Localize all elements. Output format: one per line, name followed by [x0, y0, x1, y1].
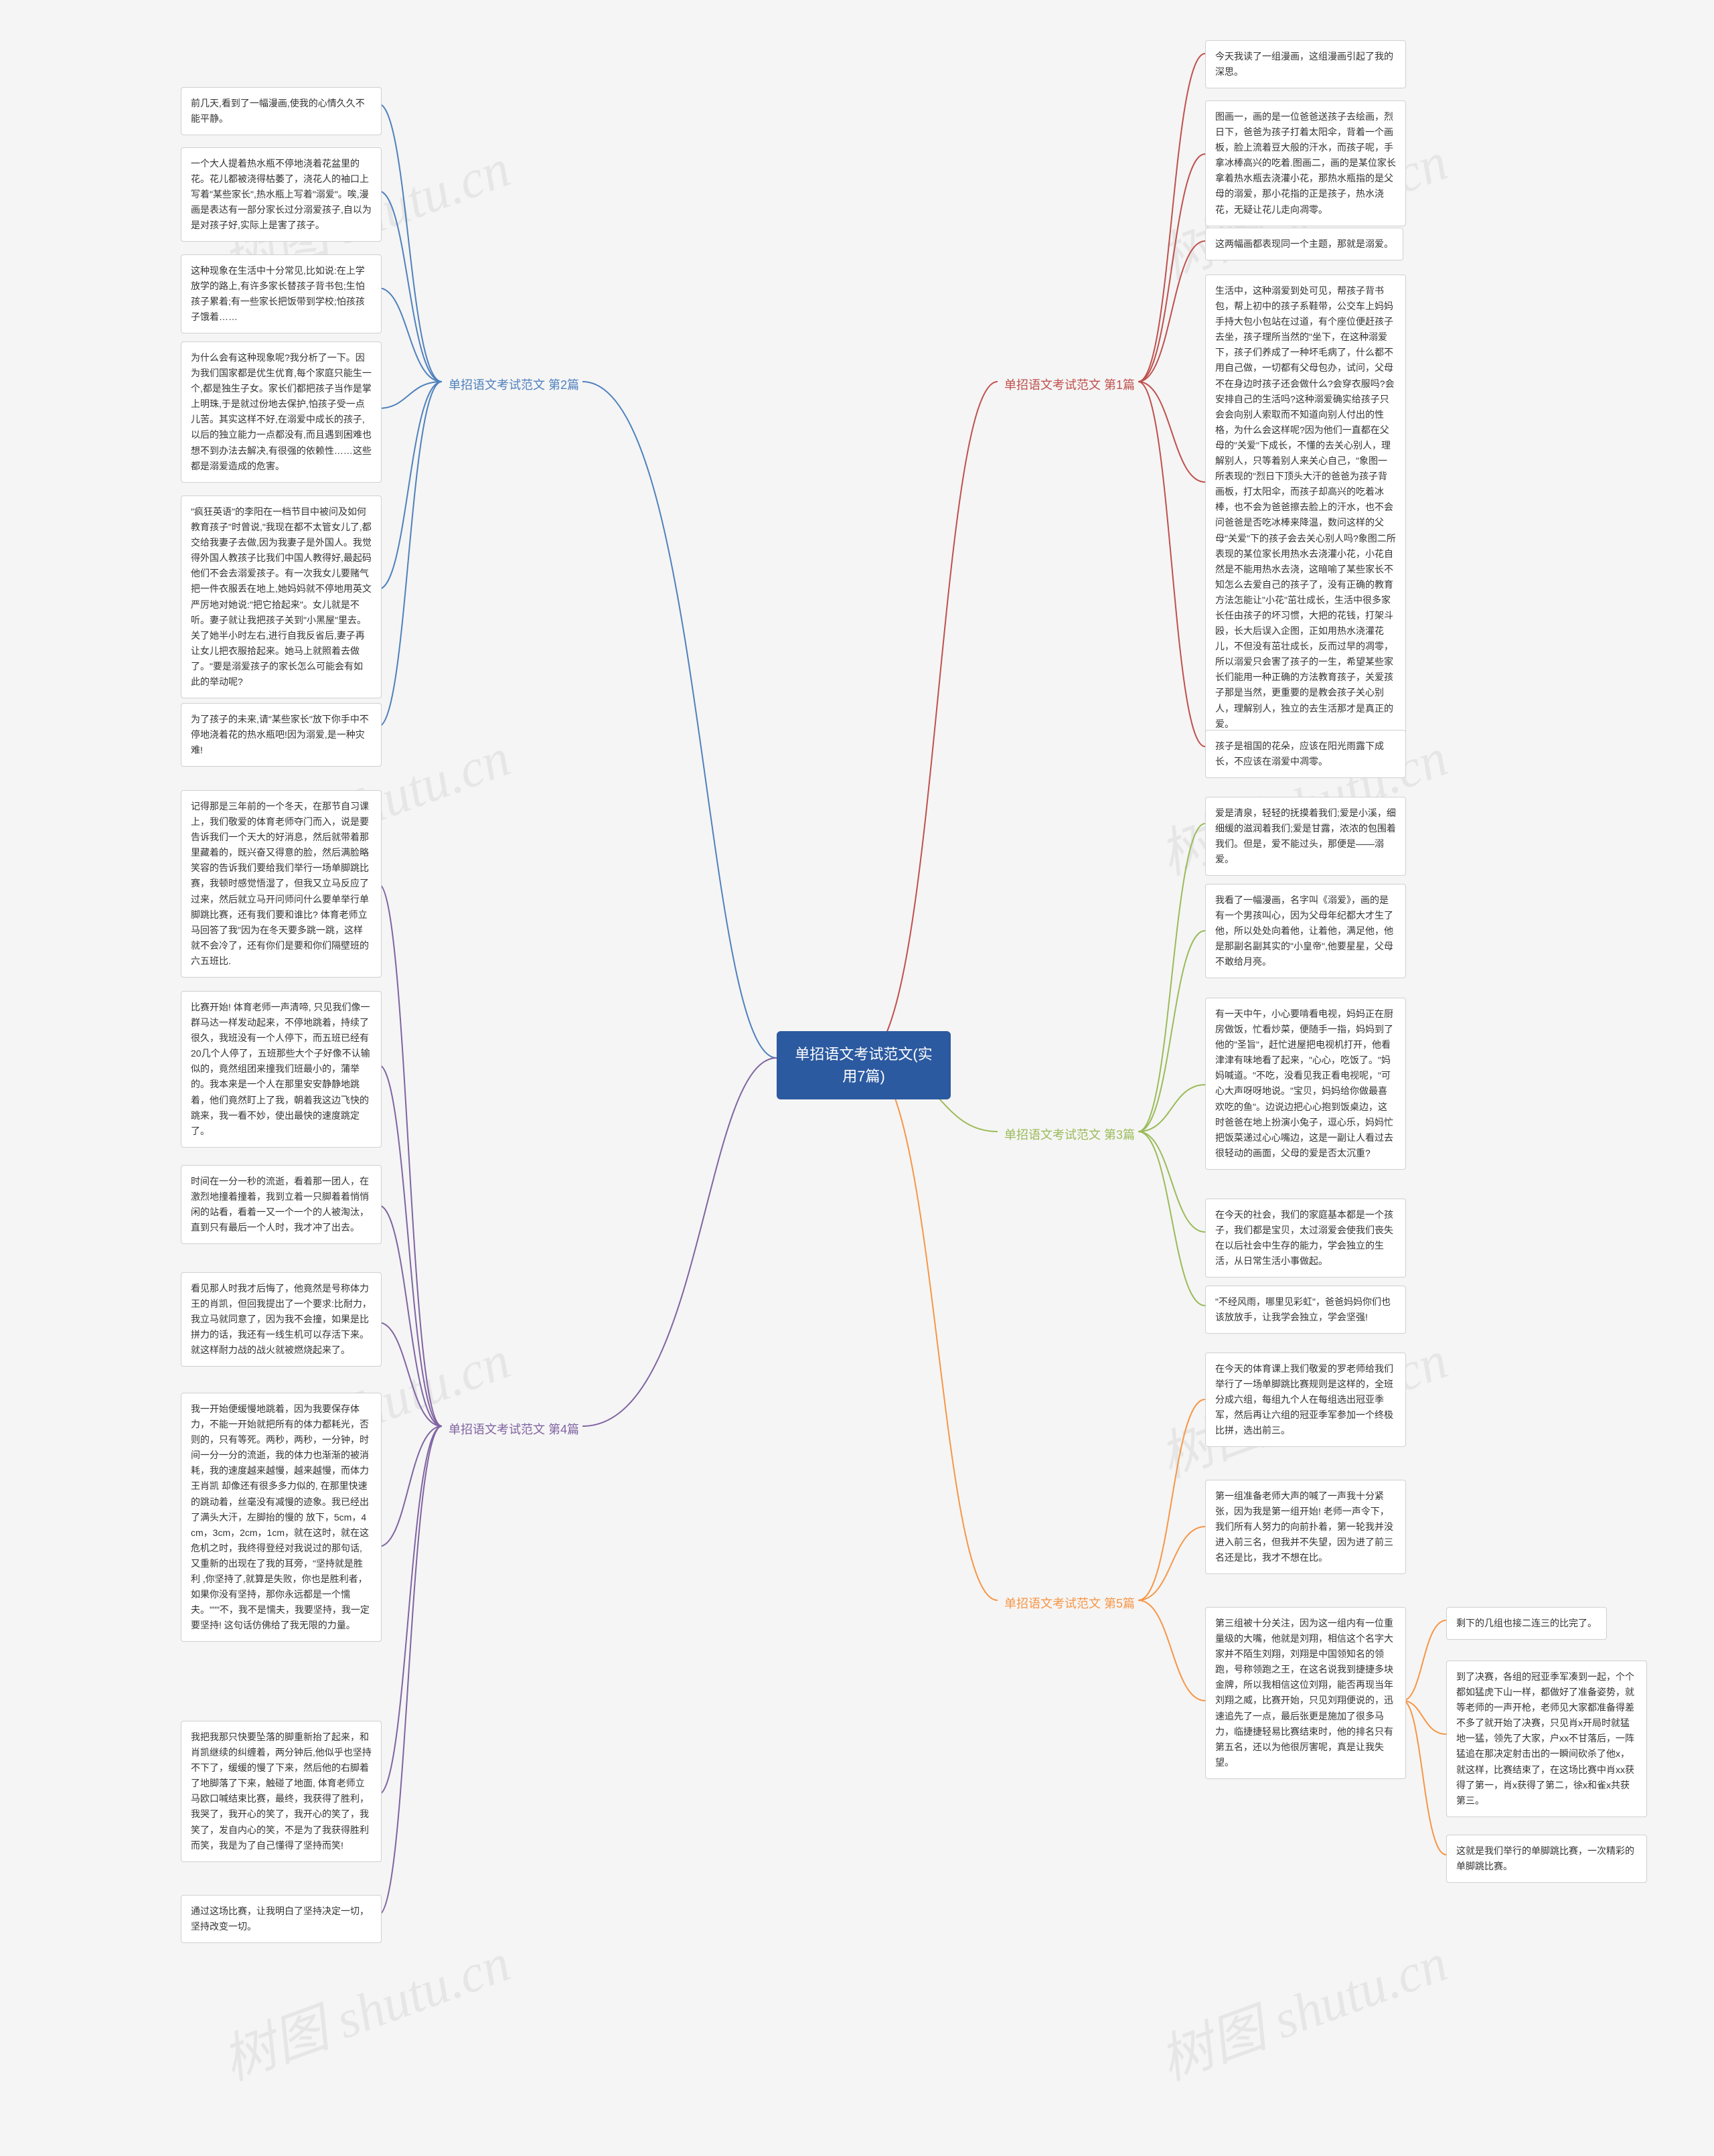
card-s3-0: 爱是清泉，轻轻的抚摸着我们;爱是小溪，细细缓的滋润着我们;爱是甘露，浓浓的包围着…: [1205, 797, 1406, 876]
card-s5-4: 到了决赛，各组的冠亚季军凑到一起，个个都如猛虎下山一样，都做好了准备姿势，就等老…: [1446, 1661, 1647, 1817]
watermark: 树图 shutu.cn: [1148, 1920, 1456, 2096]
card-s4-0: 记得那是三年前的一个冬天，在那节自习课上，我们敬爱的体育老师夺门而入，说是要告诉…: [181, 790, 382, 978]
card-s3-3: 在今天的社会，我们的家庭基本都是一个孩子，我们都是宝贝，太过溺爱会使我们丧失在以…: [1205, 1199, 1406, 1278]
card-s5-2: 第三组被十分关注，因为这一组内有一位重量级的大嘴，他就是刘翔，相信这个名字大家并…: [1205, 1607, 1406, 1779]
mindmap-root: 单招语文考试范文(实用7篇): [777, 1031, 951, 1099]
section-2-label: 单招语文考试范文 第2篇: [442, 372, 586, 397]
card-s1-3: 生活中，这种溺爱到处可见，帮孩子背书包，帮上初中的孩子系鞋带，公交车上妈妈手持大…: [1205, 275, 1406, 741]
card-s3-2: 有一天中午，小心要啃看电视，妈妈正在厨房做饭，忙看炒菜，便随手一指，妈妈到了他的…: [1205, 998, 1406, 1170]
card-s2-5: 为了孩子的未来,请"某些家长"放下你手中不停地浇着花的热水瓶吧!因为溺爱,是一种…: [181, 703, 382, 767]
card-s1-4: 孩子是祖国的花朵，应该在阳光雨露下成长，不应该在溺爱中凋零。: [1205, 730, 1406, 778]
card-s5-5: 这就是我们举行的单脚跳比赛，一次精彩的单脚跳比赛。: [1446, 1835, 1647, 1883]
section-3-label: 单招语文考试范文 第3篇: [998, 1122, 1142, 1147]
card-s4-4: 我一开始便缓慢地跳着，因为我要保存体力，不能一开始就把所有的体力都耗光，否则的，…: [181, 1393, 382, 1642]
card-s1-1: 图画一，画的是一位爸爸送孩子去绘画，烈日下，爸爸为孩子打着太阳伞，背着一个画板，…: [1205, 100, 1406, 226]
card-s2-4: "疯狂英语"的李阳在一档节目中被问及如何教育孩子"时曾说,"我现在都不太管女儿了…: [181, 495, 382, 698]
card-s2-2: 这种现象在生活中十分常见,比如说:在上学放学的路上,有许多家长替孩子背书包;生怕…: [181, 254, 382, 333]
card-s4-3: 看见那人时我才后悔了，他竟然是号称体力王的肖凯，但回我提出了一个要求:比耐力，我…: [181, 1272, 382, 1367]
card-s4-5: 我把我那只快要坠落的脚重新抬了起来，和 肖凯继续的纠缠着，两分钟后,他似乎也坚持…: [181, 1721, 382, 1862]
card-s4-6: 通过这场比赛，让我明白了坚持决定一切，坚持改变一切。: [181, 1895, 382, 1943]
card-s2-3: 为什么会有这种现象呢?我分析了一下。因为我们国家都是优生优育,每个家庭只能生一个…: [181, 341, 382, 483]
card-s5-0: 在今天的体育课上我们敬爱的罗老师给我们举行了一场单脚跳比赛规则是这样的，全班分成…: [1205, 1353, 1406, 1447]
card-s5-3: 剩下的几组也接二连三的比完了。: [1446, 1607, 1607, 1640]
card-s5-1: 第一组准备老师大声的喊了一声我十分紧张，因为我是第一组开始! 老师一声令下，我们…: [1205, 1480, 1406, 1574]
card-s2-0: 前几天,看到了一幅漫画,使我的心情久久不能平静。: [181, 87, 382, 135]
card-s4-1: 比赛开始! 体育老师一声清啼, 只见我们像一群马达一样发动起来，不停地跳着，持续…: [181, 991, 382, 1148]
card-s3-4: "不经风雨，哪里见彩虹"，爸爸妈妈你们也该放放手，让我学会独立，学会坚强!: [1205, 1286, 1406, 1334]
section-1-label: 单招语文考试范文 第1篇: [998, 372, 1142, 397]
section-4-label: 单招语文考试范文 第4篇: [442, 1416, 586, 1442]
card-s1-0: 今天我读了一组漫画，这组漫画引起了我的深思。: [1205, 40, 1406, 88]
section-5-label: 单招语文考试范文 第5篇: [998, 1590, 1142, 1616]
card-s4-2: 时间在一分一秒的流逝，看着那一团人，在激烈地撞着撞着，我到立着一只脚着着悄悄闲的…: [181, 1165, 382, 1244]
watermark: 树图 shutu.cn: [210, 1920, 519, 2096]
card-s1-2: 这两幅画都表现同一个主题，那就是溺爱。: [1205, 228, 1403, 260]
card-s3-1: 我看了一幅漫画，名字叫《溺爱》，画的是有一个男孩叫心，因为父母年纪都大才生了他，…: [1205, 884, 1406, 978]
card-s2-1: 一个大人提着热水瓶不停地浇着花盆里的花。花儿都被浇得枯萎了，浇花人的袖口上写着"…: [181, 147, 382, 242]
